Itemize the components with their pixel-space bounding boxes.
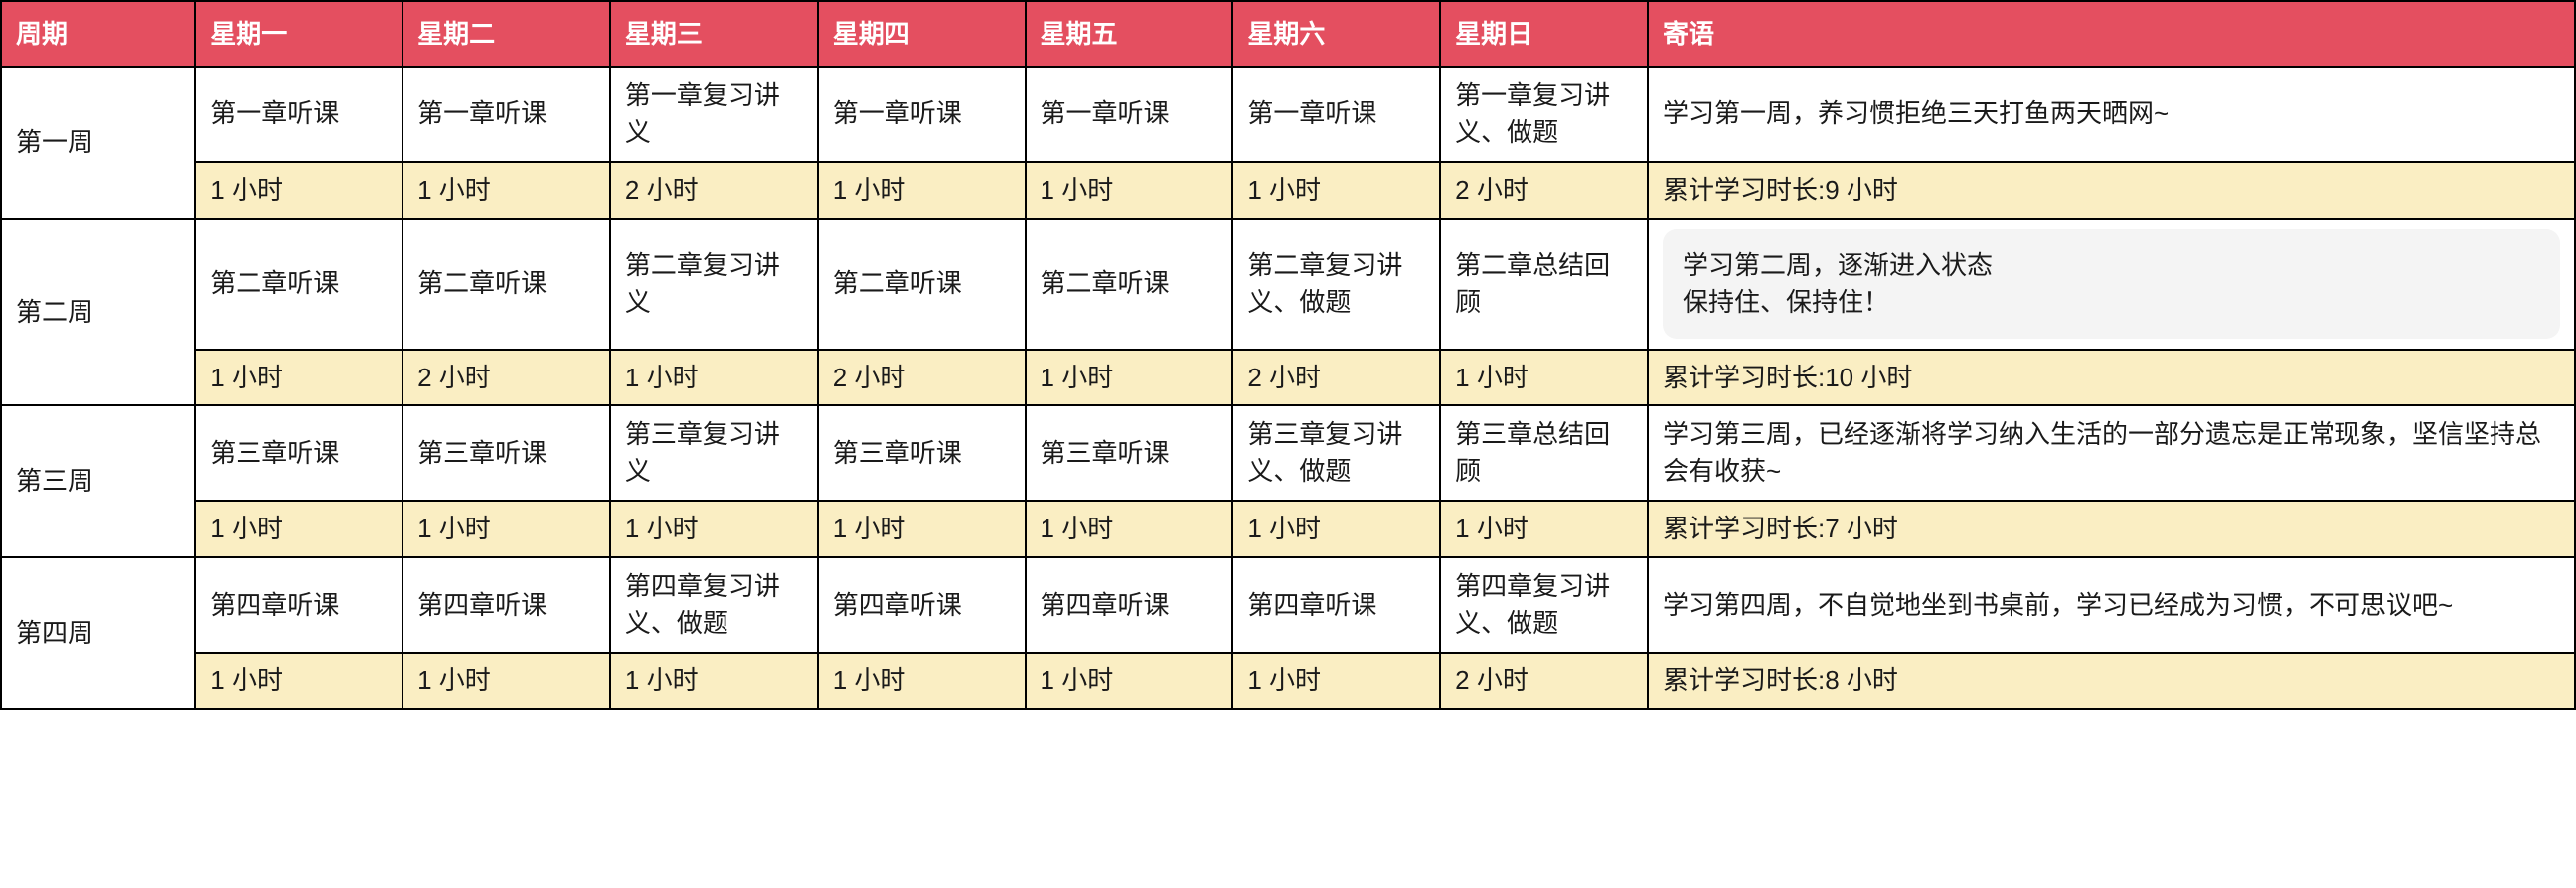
total-hours-cell: 累计学习时长:9 小时 — [1646, 160, 2576, 220]
table-row: 1 小时 1 小时 2 小时 1 小时 1 小时 1 小时 2 小时 累计学习时… — [1, 160, 2576, 220]
hours-cell: 1 小时 — [402, 500, 611, 559]
task-cell: 第四章听课 — [1024, 556, 1234, 654]
message-line: 保持住、保持住！ — [1682, 286, 1889, 317]
table-row: 1 小时 1 小时 1 小时 1 小时 1 小时 1 小时 2 小时 累计学习时… — [1, 651, 2576, 710]
task-cell: 第二章听课 — [402, 217, 611, 351]
header-cell-friday: 星期五 — [1024, 0, 1234, 68]
header-cell-thursday: 星期四 — [816, 0, 1027, 68]
hours-cell: 1 小时 — [1439, 348, 1649, 407]
task-cell: 第二章听课 — [194, 217, 404, 351]
hours-cell: 2 小时 — [1231, 348, 1442, 407]
hours-cell: 1 小时 — [194, 500, 404, 559]
header-cell-saturday: 星期六 — [1231, 0, 1442, 68]
table-header: 周期 星期一 星期二 星期三 星期四 星期五 星期六 星期日 寄语 — [0, 0, 2576, 68]
hours-cell: 1 小时 — [1439, 500, 1649, 559]
table-row: 第三周 第三章听课 第三章听课 第三章复习讲义 第三章听课 第三章听课 第三章复… — [0, 404, 2576, 559]
task-cell: 第一章听课 — [402, 66, 611, 163]
task-cell: 第三章听课 — [1024, 404, 1234, 503]
hours-cell: 2 小时 — [1439, 160, 1649, 220]
hours-cell: 1 小时 — [1024, 651, 1234, 710]
task-cell: 第二章复习讲义 — [608, 217, 819, 351]
hours-cell: 1 小时 — [194, 348, 404, 407]
task-cell: 第二章听课 — [816, 217, 1027, 351]
task-cell: 第四章听课 — [816, 556, 1027, 654]
study-plan-table: 周期 星期一 星期二 星期三 星期四 星期五 星期六 星期日 寄语 第一周 第一… — [0, 0, 2576, 710]
header-cell-wednesday: 星期三 — [608, 0, 819, 68]
table-row: 第二周 第二章听课 第二章听课 第二章复习讲义 第二章听课 第二章听课 第二章复… — [0, 217, 2576, 407]
task-cell: 第一章听课 — [1024, 66, 1234, 163]
hours-cell: 1 小时 — [816, 651, 1027, 710]
week-label-cell: 第四周 — [0, 556, 197, 710]
week-label-cell: 第三周 — [0, 404, 197, 559]
table-row: 第一周 第一章听课 第一章听课 第一章复习讲义 第一章听课 第一章听课 第一章听… — [0, 66, 2576, 220]
hours-cell: 1 小时 — [1231, 651, 1442, 710]
task-cell: 第三章听课 — [402, 404, 611, 503]
message-cell: 学习第三周，已经逐渐将学习纳入生活的一部分遗忘是正常现象，坚信坚持总会有收获~ — [1646, 404, 2576, 503]
hours-cell: 2 小时 — [816, 348, 1027, 407]
hours-cell: 1 小时 — [402, 160, 611, 220]
task-cell: 第二章总结回顾 — [1439, 217, 1649, 351]
total-hours-cell: 累计学习时长:10 小时 — [1646, 348, 2576, 407]
task-cell: 第四章听课 — [1231, 556, 1442, 654]
hours-cell: 1 小时 — [1024, 160, 1234, 220]
hours-cell: 1 小时 — [608, 348, 819, 407]
table-body: 第一周 第一章听课 第一章听课 第一章复习讲义 第一章听课 第一章听课 第一章听… — [0, 66, 2576, 710]
week-label-cell: 第二周 — [0, 217, 197, 407]
task-cell: 第一章听课 — [194, 66, 404, 163]
header-cell-tuesday: 星期二 — [402, 0, 611, 68]
task-cell: 第二章听课 — [1024, 217, 1234, 351]
week-label-cell: 第一周 — [0, 66, 197, 220]
total-hours-cell: 累计学习时长:7 小时 — [1646, 500, 2576, 559]
header-cell-sunday: 星期日 — [1439, 0, 1649, 68]
task-cell: 第一章听课 — [1231, 66, 1442, 163]
hours-cell: 1 小时 — [608, 500, 819, 559]
task-cell: 第三章听课 — [194, 404, 404, 503]
message-cell: 学习第二周，逐渐进入状态 保持住、保持住！ — [1646, 217, 2576, 351]
task-cell: 第三章总结回顾 — [1439, 404, 1649, 503]
hours-cell: 1 小时 — [194, 651, 404, 710]
hours-cell: 1 小时 — [1024, 348, 1234, 407]
hours-cell: 1 小时 — [402, 651, 611, 710]
header-cell-period: 周期 — [0, 0, 197, 68]
hours-cell: 1 小时 — [1024, 500, 1234, 559]
task-cell: 第三章复习讲义 — [608, 404, 819, 503]
task-cell: 第四章听课 — [194, 556, 404, 654]
header-cell-monday: 星期一 — [194, 0, 404, 68]
task-cell: 第二章复习讲义、做题 — [1231, 217, 1442, 351]
message-highlight-box: 学习第二周，逐渐进入状态 保持住、保持住！ — [1662, 228, 2560, 339]
header-row: 周期 星期一 星期二 星期三 星期四 星期五 星期六 星期日 寄语 — [0, 0, 2576, 68]
task-cell: 第三章听课 — [816, 404, 1027, 503]
task-cell: 第四章听课 — [402, 556, 611, 654]
task-cell: 第一章复习讲义 — [608, 66, 819, 163]
task-cell: 第四章复习讲义、做题 — [1439, 556, 1649, 654]
table-row: 1 小时 2 小时 1 小时 2 小时 1 小时 2 小时 1 小时 累计学习时… — [1, 348, 2576, 407]
message-cell: 学习第一周，养习惯拒绝三天打鱼两天晒网~ — [1646, 66, 2576, 163]
table-row: 1 小时 1 小时 1 小时 1 小时 1 小时 1 小时 1 小时 累计学习时… — [1, 500, 2576, 559]
hours-cell: 1 小时 — [816, 160, 1027, 220]
hours-cell: 1 小时 — [1231, 500, 1442, 559]
hours-cell: 2 小时 — [1439, 651, 1649, 710]
task-cell: 第四章复习讲义、做题 — [608, 556, 819, 654]
hours-cell: 1 小时 — [194, 160, 404, 220]
message-cell: 学习第四周，不自觉地坐到书桌前，学习已经成为习惯，不可思议吧~ — [1646, 556, 2576, 654]
total-hours-cell: 累计学习时长:8 小时 — [1646, 651, 2576, 710]
hours-cell: 2 小时 — [608, 160, 819, 220]
task-cell: 第一章复习讲义、做题 — [1439, 66, 1649, 163]
hours-cell: 1 小时 — [1231, 160, 1442, 220]
task-cell: 第三章复习讲义、做题 — [1231, 404, 1442, 503]
message-line: 学习第二周，逐渐进入状态 — [1682, 249, 1993, 280]
hours-cell: 1 小时 — [816, 500, 1027, 559]
task-cell: 第一章听课 — [816, 66, 1027, 163]
header-cell-message: 寄语 — [1646, 0, 2576, 68]
hours-cell: 1 小时 — [608, 651, 819, 710]
hours-cell: 2 小时 — [402, 348, 611, 407]
table-row: 第四周 第四章听课 第四章听课 第四章复习讲义、做题 第四章听课 第四章听课 第… — [0, 556, 2576, 710]
